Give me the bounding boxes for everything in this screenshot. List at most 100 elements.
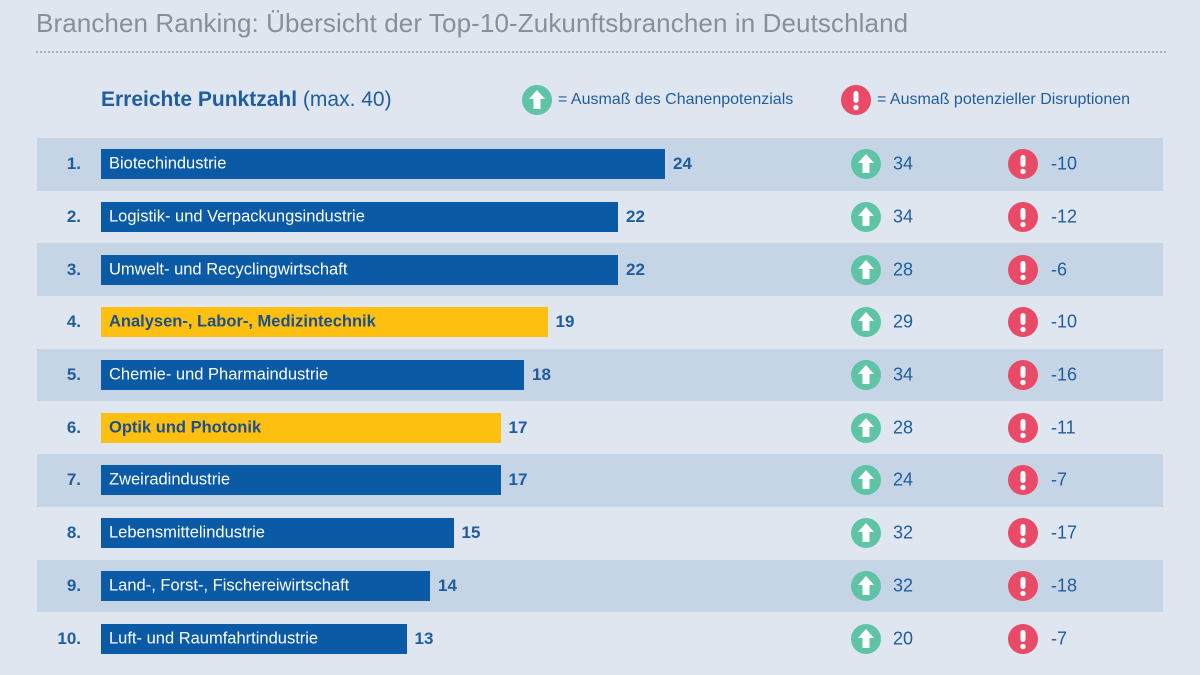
potential-value: 20 bbox=[893, 628, 914, 649]
arrow-up-icon bbox=[851, 307, 881, 338]
potential-value: 34 bbox=[893, 153, 914, 174]
score-bar bbox=[101, 623, 407, 654]
title-divider bbox=[36, 51, 1166, 53]
rank-number: 2. bbox=[66, 207, 81, 227]
industry-label: Chemie- und Pharmaindustrie bbox=[109, 365, 329, 384]
exclamation-icon bbox=[1008, 360, 1038, 391]
arrow-up-icon bbox=[851, 360, 881, 391]
legend-disruption-label: = Ausmaß potenzieller Disruptionen bbox=[877, 91, 1131, 108]
score-value: 13 bbox=[414, 628, 434, 648]
ranking-row: 4. Analysen-, Labor-, Medizintechnik 19 29 -… bbox=[37, 296, 1163, 349]
subtitle-strong: Erreichte Punktzahl bbox=[101, 88, 298, 111]
score-bar bbox=[101, 254, 618, 285]
potential-value: 29 bbox=[893, 311, 914, 332]
score-value: 18 bbox=[532, 365, 551, 385]
arrow-up-icon bbox=[851, 149, 881, 180]
ranking-row: 3. Umwelt- und Recyclingwirtschaft 22 28 -6 bbox=[37, 243, 1163, 297]
rank-number: 7. bbox=[66, 470, 81, 490]
exclamation-icon bbox=[1008, 202, 1038, 233]
chart-subtitle: Erreichte Punktzahl (max. 40) bbox=[101, 88, 392, 112]
exclamation-icon bbox=[1008, 254, 1038, 285]
ranking-row: 9. Land-, Forst-, Fischereiwirtschaft 14 32… bbox=[37, 559, 1163, 613]
disruption-value: -6 bbox=[1051, 259, 1068, 280]
rank-number: 6. bbox=[66, 417, 81, 437]
arrow-up-icon bbox=[851, 254, 881, 285]
score-value: 17 bbox=[508, 470, 528, 490]
score-value: 19 bbox=[555, 312, 575, 332]
potential-value: 28 bbox=[893, 259, 914, 280]
exclamation-icon bbox=[1008, 412, 1038, 443]
potential-value: 24 bbox=[893, 469, 914, 490]
rank-number: 5. bbox=[66, 365, 81, 385]
potential-value: 34 bbox=[893, 206, 914, 227]
industry-label: Analysen-, Labor-, Medizintechnik bbox=[109, 312, 376, 331]
disruption-value: -12 bbox=[1051, 206, 1078, 227]
score-bar bbox=[101, 412, 501, 443]
score-bar bbox=[101, 307, 548, 338]
arrow-up-icon bbox=[851, 412, 881, 443]
industry-label: Umwelt- und Recyclingwirtschaft bbox=[109, 260, 348, 279]
score-value: 15 bbox=[461, 523, 481, 543]
exclamation-icon bbox=[1008, 465, 1038, 496]
exclamation-icon bbox=[841, 85, 871, 115]
ranking-row: 10. Luft- und Raumfahrtindustrie 13 20 -7 bbox=[37, 612, 1163, 665]
ranking-chart: 1. Biotechindustrie 24 34 -10 2. Logistik- und… bbox=[37, 138, 1163, 665]
ranking-row: 2. Logistik- und Verpackungsindustrie 22 34… bbox=[37, 191, 1163, 244]
industry-label: Lebensmittelindustrie bbox=[109, 523, 265, 542]
rank-number: 9. bbox=[66, 575, 81, 595]
arrow-up-icon bbox=[851, 202, 881, 233]
subtitle-rest: (max. 40) bbox=[297, 88, 392, 111]
score-value: 14 bbox=[438, 575, 457, 595]
potential-value: 34 bbox=[893, 364, 914, 385]
ranking-row: 8. Lebensmittelindustrie 15 32 -17 bbox=[37, 507, 1163, 560]
score-value: 24 bbox=[673, 154, 692, 174]
rank-number: 8. bbox=[66, 523, 81, 543]
score-bar bbox=[101, 465, 501, 496]
ranking-row: 1. Biotechindustrie 24 34 -10 bbox=[37, 138, 1163, 191]
score-bar bbox=[101, 149, 665, 180]
arrow-up-icon bbox=[851, 465, 881, 496]
legend-potential-label: = Ausmaß des Chanenpotenzials bbox=[558, 91, 794, 108]
exclamation-icon bbox=[1008, 518, 1038, 549]
legend-potential: = Ausmaß des Chanenpotenzials bbox=[522, 85, 794, 115]
score-bar bbox=[101, 360, 524, 391]
score-value: 22 bbox=[626, 207, 645, 227]
industry-label: Land-, Forst-, Fischereiwirtschaft bbox=[109, 576, 350, 595]
ranking-row: 6. Optik und Photonik 17 28 -11 bbox=[37, 401, 1163, 454]
industry-label: Zweiradindustrie bbox=[109, 470, 231, 489]
disruption-value: -7 bbox=[1051, 469, 1068, 490]
exclamation-icon bbox=[1008, 307, 1038, 338]
ranking-row: 7. Zweiradindustrie 17 24 -7 bbox=[37, 454, 1163, 507]
industry-label: Biotechindustrie bbox=[109, 154, 227, 173]
score-bar bbox=[101, 518, 454, 549]
potential-value: 32 bbox=[893, 522, 914, 543]
page-title: Branchen Ranking: Übersicht der Top-10-Z… bbox=[36, 8, 909, 38]
score-bar bbox=[101, 202, 618, 233]
disruption-value: -16 bbox=[1051, 364, 1078, 385]
rank-number: 10. bbox=[57, 628, 81, 648]
industry-label: Optik und Photonik bbox=[109, 418, 262, 437]
arrow-up-icon bbox=[851, 570, 881, 601]
disruption-value: -7 bbox=[1051, 628, 1068, 649]
rank-number: 4. bbox=[66, 312, 81, 332]
score-bar bbox=[101, 570, 430, 601]
ranking-row: 5. Chemie- und Pharmaindustrie 18 34 -16 bbox=[37, 348, 1163, 402]
rank-number: 3. bbox=[66, 259, 81, 279]
legend-disruption: = Ausmaß potenzieller Disruptionen bbox=[841, 85, 1131, 115]
disruption-value: -10 bbox=[1051, 153, 1078, 174]
disruption-value: -18 bbox=[1051, 575, 1078, 596]
score-value: 22 bbox=[626, 259, 645, 279]
arrow-up-icon bbox=[851, 623, 881, 654]
arrow-up-icon bbox=[851, 518, 881, 549]
industry-label: Logistik- und Verpackungsindustrie bbox=[109, 207, 365, 226]
exclamation-icon bbox=[1008, 149, 1038, 180]
arrow-up-icon bbox=[522, 85, 552, 115]
potential-value: 32 bbox=[893, 575, 914, 596]
score-value: 17 bbox=[508, 417, 528, 437]
industry-label: Luft- und Raumfahrtindustrie bbox=[109, 629, 319, 648]
disruption-value: -11 bbox=[1051, 417, 1076, 438]
disruption-value: -10 bbox=[1051, 311, 1078, 332]
potential-value: 28 bbox=[893, 417, 914, 438]
exclamation-icon bbox=[1008, 570, 1038, 601]
disruption-value: -17 bbox=[1051, 522, 1078, 543]
